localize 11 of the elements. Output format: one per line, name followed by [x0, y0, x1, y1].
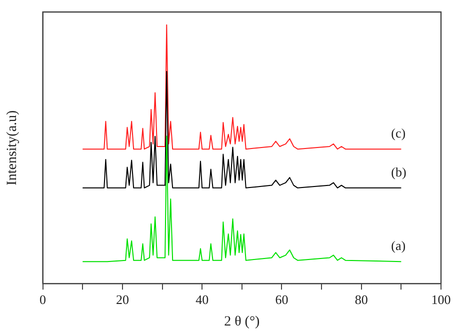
series-label: (c): [391, 126, 406, 141]
x-tick-label: 80: [354, 292, 368, 307]
x-tick-label: 0: [40, 292, 46, 307]
x-tick-label: 100: [431, 292, 451, 307]
series-label: (b): [391, 164, 406, 180]
x-tick-label: 20: [116, 292, 129, 307]
x-tick-label: 60: [275, 292, 288, 307]
series-label: (a): [391, 238, 406, 254]
x-axis-title: 2 θ (°): [224, 314, 260, 330]
y-axis-title: Intensity(a.u): [5, 110, 20, 186]
x-tick-label: 40: [196, 292, 209, 307]
